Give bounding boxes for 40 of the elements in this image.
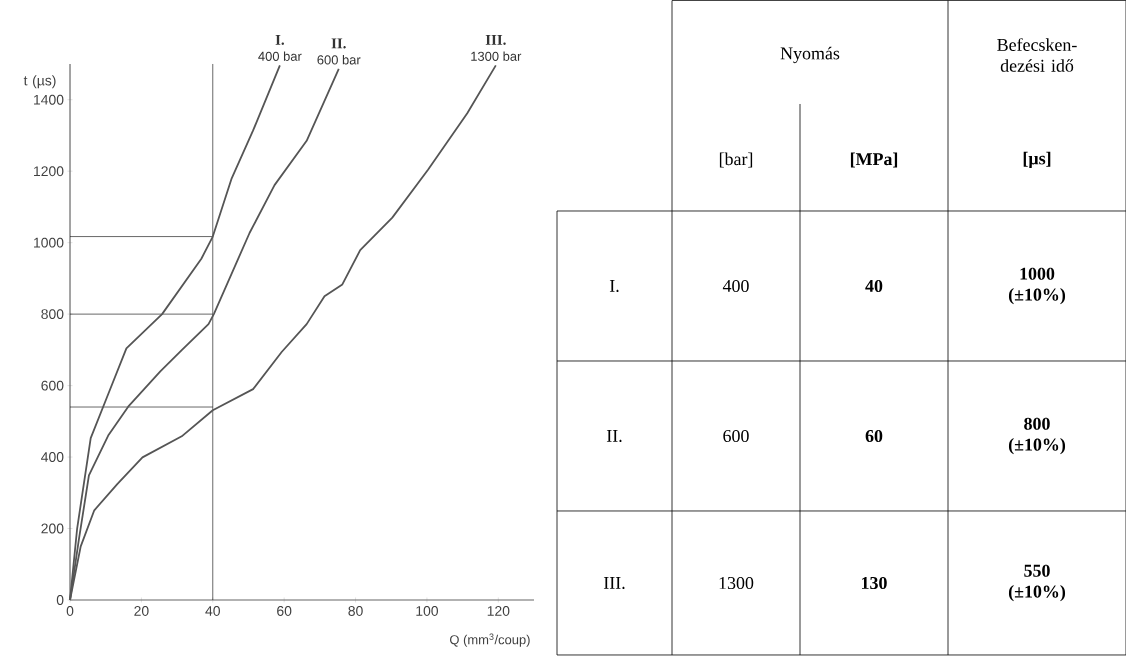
text: 40 — [865, 279, 883, 293]
text: 1300 — [719, 576, 754, 590]
text: [µs] — [1023, 151, 1051, 169]
annotation: 1300 bar — [471, 51, 522, 61]
x-tick-label: 100 — [416, 605, 439, 616]
series-label: II. — [331, 38, 346, 49]
series-label: III. — [485, 34, 506, 45]
series-label: I. — [275, 34, 284, 45]
text: 800 (±10%) — [1008, 417, 1066, 455]
text: [bar] — [719, 152, 753, 168]
text: Nyomás — [780, 46, 840, 64]
text: 550 (±10%) — [1008, 564, 1066, 602]
y-tick-label: 0 — [56, 595, 64, 605]
y-tick-label: 600 — [41, 380, 64, 391]
x-tick-label: 60 — [277, 605, 292, 616]
y-tick-label: 1000 — [34, 237, 64, 248]
y-tick-label: 1200 — [34, 166, 64, 177]
text: 130 — [861, 576, 887, 590]
x-axis-title: Q (mm$^{3}$/coup) — [450, 633, 530, 647]
x-tick-label: 40 — [205, 605, 220, 616]
text: III. — [603, 576, 625, 589]
text: 60 — [865, 429, 883, 443]
annotation: 600 bar — [317, 54, 361, 65]
text: I. — [609, 279, 619, 292]
y-tick-label: 400 — [41, 452, 64, 462]
text: 1000 (±10%) — [1008, 267, 1066, 305]
y-tick-label: 800 — [41, 309, 64, 320]
x-tick-label: 20 — [134, 605, 149, 616]
text: 400 — [722, 279, 749, 293]
y-tick-label: 200 — [41, 523, 64, 534]
annotation: 400 bar — [258, 51, 302, 61]
text: [MPa] — [850, 152, 898, 168]
y-tick-label: 1400 — [34, 94, 64, 105]
text: 600 — [723, 429, 749, 443]
x-tick-label: 80 — [348, 605, 363, 616]
text: II. — [606, 429, 622, 442]
y-axis-title: t (µs) — [23, 75, 56, 89]
text: Befecsken- dezési idő — [997, 38, 1077, 72]
x-tick-label: 120 — [487, 605, 510, 616]
x-tick-label: 0 — [66, 605, 74, 616]
